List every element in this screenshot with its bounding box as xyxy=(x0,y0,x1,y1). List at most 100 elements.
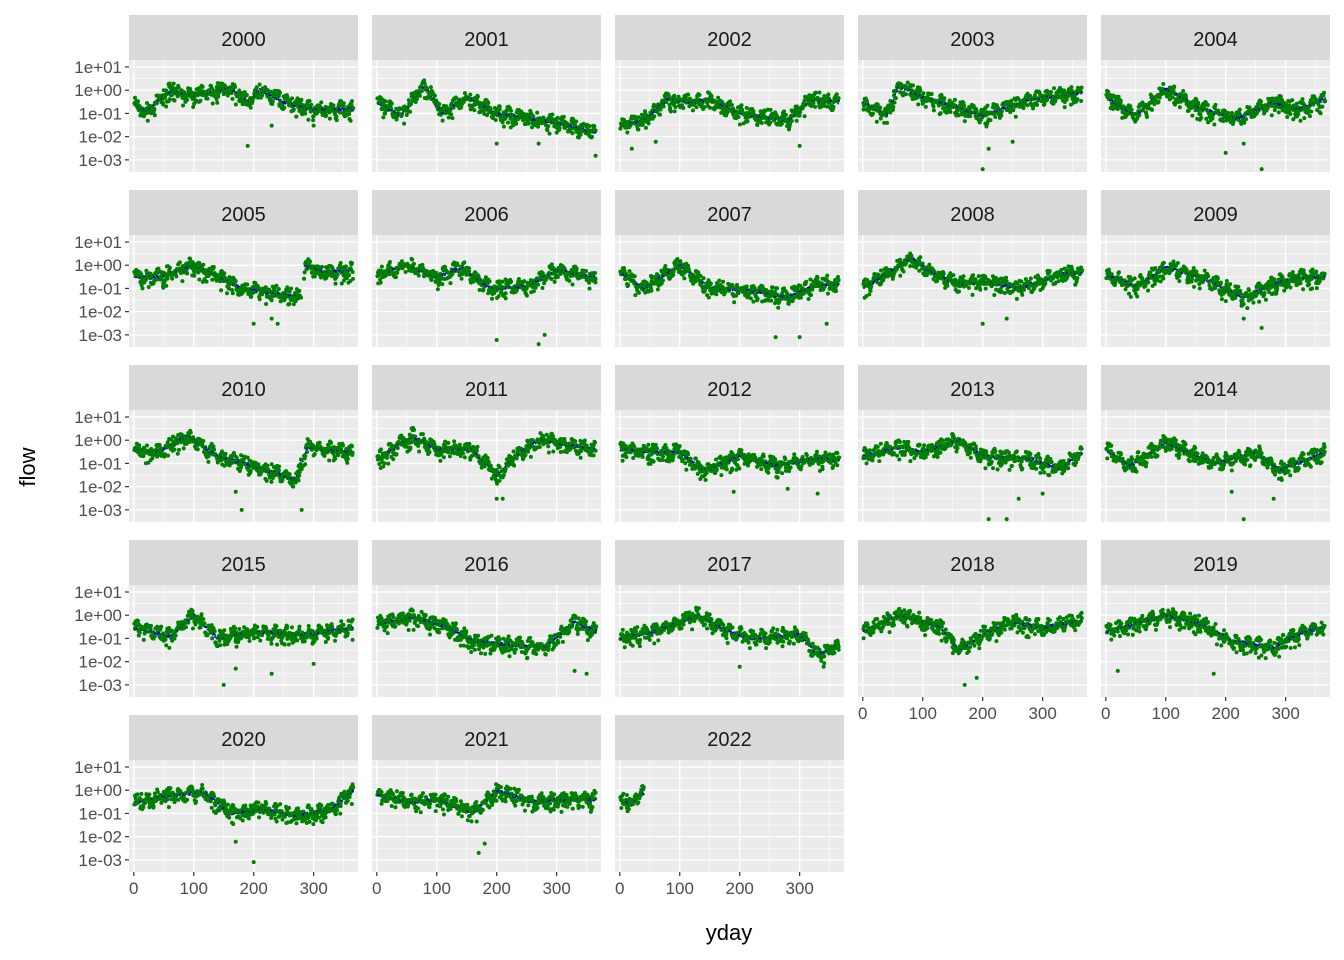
observed-point xyxy=(274,283,279,288)
observed-point xyxy=(1270,96,1275,101)
observed-point xyxy=(1294,101,1299,106)
observed-point xyxy=(432,93,437,98)
observed-point xyxy=(250,99,255,104)
observed-point xyxy=(931,104,936,109)
observed-point xyxy=(350,99,355,104)
observed-point xyxy=(264,302,269,307)
y-tick-label: 1e+01 xyxy=(74,233,122,252)
observed-point xyxy=(535,110,540,115)
observed-point xyxy=(923,104,928,109)
observed-point xyxy=(686,92,691,97)
observed-point xyxy=(185,97,190,102)
observed-point xyxy=(1221,119,1226,124)
observed-point xyxy=(167,265,172,270)
observed-point xyxy=(1049,90,1054,95)
observed-point xyxy=(276,286,281,291)
observed-point xyxy=(188,256,193,261)
observed-point xyxy=(1247,105,1252,110)
observed-point xyxy=(1075,97,1080,102)
observed-point xyxy=(176,85,181,90)
y-tick-label: 1e-01 xyxy=(79,104,122,123)
observed-point xyxy=(132,95,137,100)
observed-point xyxy=(348,118,353,123)
observed-point xyxy=(514,121,519,126)
observed-point xyxy=(1322,90,1327,95)
observed-point xyxy=(1259,99,1264,104)
observed-point xyxy=(794,118,799,123)
observed-point xyxy=(200,84,205,89)
observed-point xyxy=(205,96,210,101)
observed-point xyxy=(475,94,480,99)
observed-point xyxy=(254,85,259,90)
model-point xyxy=(894,93,897,96)
observed-point xyxy=(587,124,592,129)
facet-panel-2002: 2002 xyxy=(615,15,844,172)
observed-point xyxy=(891,104,896,109)
observed-point xyxy=(172,98,177,103)
observed-point xyxy=(450,116,455,121)
observed-point xyxy=(307,99,312,104)
observed-point xyxy=(547,131,552,136)
observed-point xyxy=(578,132,583,137)
observed-point xyxy=(1011,108,1016,113)
observed-point xyxy=(319,100,324,105)
observed-point xyxy=(192,273,197,278)
observed-point xyxy=(672,93,677,98)
observed-point xyxy=(1309,109,1314,114)
observed-point xyxy=(497,104,502,109)
observed-point xyxy=(1199,115,1204,120)
model-point xyxy=(513,113,515,116)
observed-point xyxy=(152,113,157,118)
facet-strip xyxy=(129,15,358,60)
observed-point xyxy=(1177,105,1182,110)
observed-point xyxy=(768,107,773,112)
observed-point xyxy=(308,259,313,264)
observed-point xyxy=(1079,85,1084,90)
panel-background xyxy=(858,60,1087,172)
observed-point xyxy=(729,103,734,108)
model-point xyxy=(837,100,840,102)
observed-point xyxy=(277,90,282,95)
observed-point xyxy=(165,276,170,281)
observed-point xyxy=(486,100,491,105)
observed-point xyxy=(739,103,744,108)
observed-point xyxy=(1285,115,1290,120)
observed-point xyxy=(1300,97,1305,102)
data-points-2000 xyxy=(132,81,356,148)
observed-point xyxy=(216,94,221,99)
observed-point xyxy=(1149,107,1154,112)
observed-point xyxy=(952,97,957,102)
observed-point xyxy=(707,105,712,110)
observed-point xyxy=(174,274,179,279)
observed-point xyxy=(834,92,839,97)
observed-point xyxy=(1290,98,1295,103)
observed-point xyxy=(1144,114,1149,119)
facet-strip-label: 2005 xyxy=(221,204,266,226)
observed-point xyxy=(494,141,499,146)
observed-point xyxy=(167,97,172,102)
observed-point xyxy=(500,120,505,125)
observed-point xyxy=(334,114,339,119)
observed-point xyxy=(501,124,506,129)
observed-point xyxy=(1021,105,1026,110)
observed-point xyxy=(1272,108,1277,113)
observed-point xyxy=(1210,116,1215,121)
observed-point xyxy=(188,86,193,91)
model-point xyxy=(1324,97,1327,100)
y-tick-label: 1e+01 xyxy=(74,58,122,77)
observed-point xyxy=(508,116,513,121)
observed-point xyxy=(657,112,662,117)
observed-point xyxy=(986,146,991,151)
observed-point xyxy=(574,119,579,124)
observed-point xyxy=(709,94,714,99)
observed-point xyxy=(289,286,294,291)
observed-point xyxy=(270,99,275,104)
observed-point xyxy=(672,109,677,114)
observed-point xyxy=(653,139,658,144)
observed-point xyxy=(1172,84,1177,89)
observed-point xyxy=(383,99,388,104)
observed-point xyxy=(985,103,990,108)
observed-point xyxy=(145,118,150,123)
observed-point xyxy=(1035,102,1040,107)
observed-point xyxy=(437,102,442,107)
